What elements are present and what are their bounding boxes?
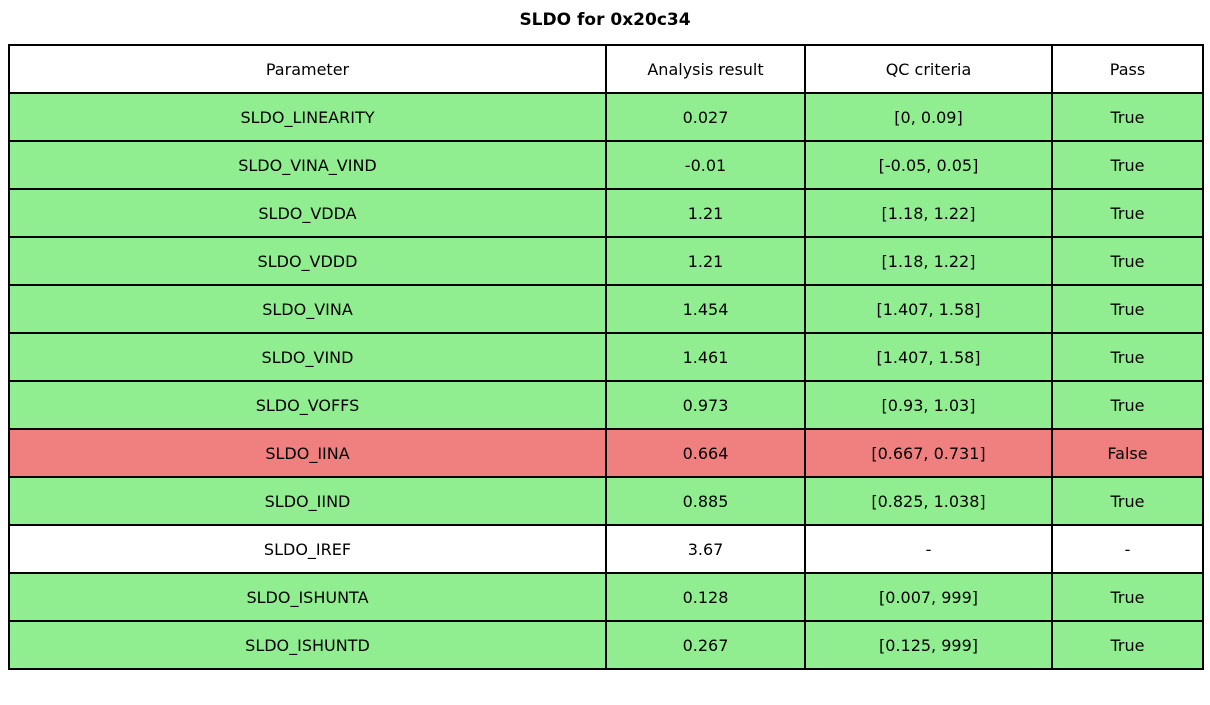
cell-pass: True <box>1051 92 1204 142</box>
cell-pass: True <box>1051 332 1204 382</box>
table-row: SLDO_ISHUNTD 0.267 [0.125, 999] True <box>8 620 1204 670</box>
table-row: SLDO_ISHUNTA 0.128 [0.007, 999] True <box>8 572 1204 622</box>
cell-result: 1.454 <box>605 284 806 334</box>
cell-result: 0.664 <box>605 428 806 478</box>
cell-criteria: [0.825, 1.038] <box>804 476 1053 526</box>
table-row: SLDO_VDDD 1.21 [1.18, 1.22] True <box>8 236 1204 286</box>
cell-result: 3.67 <box>605 524 806 574</box>
cell-criteria: [0, 0.09] <box>804 92 1053 142</box>
cell-pass: True <box>1051 188 1204 238</box>
table-row: SLDO_VDDA 1.21 [1.18, 1.22] True <box>8 188 1204 238</box>
cell-parameter: SLDO_IREF <box>8 524 607 574</box>
cell-criteria: [0.93, 1.03] <box>804 380 1053 430</box>
cell-criteria: [-0.05, 0.05] <box>804 140 1053 190</box>
column-header-pass: Pass <box>1051 44 1204 94</box>
column-header-analysis-result: Analysis result <box>605 44 806 94</box>
table-header-row: Parameter Analysis result QC criteria Pa… <box>8 44 1204 94</box>
cell-result: 1.21 <box>605 236 806 286</box>
cell-criteria: [1.18, 1.22] <box>804 188 1053 238</box>
cell-parameter: SLDO_VDDD <box>8 236 607 286</box>
cell-pass: True <box>1051 140 1204 190</box>
cell-parameter: SLDO_VIND <box>8 332 607 382</box>
cell-pass: False <box>1051 428 1204 478</box>
table-row: SLDO_IINA 0.664 [0.667, 0.731] False <box>8 428 1204 478</box>
cell-parameter: SLDO_ISHUNTA <box>8 572 607 622</box>
qc-results-table: Parameter Analysis result QC criteria Pa… <box>8 44 1204 670</box>
cell-criteria: - <box>804 524 1053 574</box>
table-row: SLDO_IIND 0.885 [0.825, 1.038] True <box>8 476 1204 526</box>
cell-pass: True <box>1051 620 1204 670</box>
cell-result: 0.128 <box>605 572 806 622</box>
cell-pass: True <box>1051 236 1204 286</box>
table-row: SLDO_VIND 1.461 [1.407, 1.58] True <box>8 332 1204 382</box>
cell-result: 0.267 <box>605 620 806 670</box>
cell-result: 0.027 <box>605 92 806 142</box>
column-header-parameter: Parameter <box>8 44 607 94</box>
cell-parameter: SLDO_VINA_VIND <box>8 140 607 190</box>
table-row: SLDO_VINA 1.454 [1.407, 1.58] True <box>8 284 1204 334</box>
cell-result: 1.21 <box>605 188 806 238</box>
cell-parameter: SLDO_ISHUNTD <box>8 620 607 670</box>
cell-parameter: SLDO_VDDA <box>8 188 607 238</box>
cell-criteria: [1.407, 1.58] <box>804 284 1053 334</box>
cell-result: -0.01 <box>605 140 806 190</box>
cell-criteria: [1.407, 1.58] <box>804 332 1053 382</box>
column-header-qc-criteria: QC criteria <box>804 44 1053 94</box>
cell-parameter: SLDO_VOFFS <box>8 380 607 430</box>
cell-parameter: SLDO_LINEARITY <box>8 92 607 142</box>
cell-pass: True <box>1051 284 1204 334</box>
table-row: SLDO_VINA_VIND -0.01 [-0.05, 0.05] True <box>8 140 1204 190</box>
cell-result: 0.885 <box>605 476 806 526</box>
table-row: SLDO_VOFFS 0.973 [0.93, 1.03] True <box>8 380 1204 430</box>
cell-criteria: [0.007, 999] <box>804 572 1053 622</box>
cell-pass: True <box>1051 572 1204 622</box>
cell-parameter: SLDO_IINA <box>8 428 607 478</box>
cell-parameter: SLDO_IIND <box>8 476 607 526</box>
cell-result: 1.461 <box>605 332 806 382</box>
cell-pass: True <box>1051 476 1204 526</box>
cell-parameter: SLDO_VINA <box>8 284 607 334</box>
cell-criteria: [0.125, 999] <box>804 620 1053 670</box>
cell-pass: - <box>1051 524 1204 574</box>
table-row: SLDO_IREF 3.67- - <box>8 524 1204 574</box>
table-row: SLDO_LINEARITY 0.027 [0, 0.09] True <box>8 92 1204 142</box>
cell-result: 0.973 <box>605 380 806 430</box>
page-title: SLDO for 0x20c34 <box>519 10 691 30</box>
cell-pass: True <box>1051 380 1204 430</box>
cell-criteria: [0.667, 0.731] <box>804 428 1053 478</box>
cell-criteria: [1.18, 1.22] <box>804 236 1053 286</box>
qc-table-body: SLDO_LINEARITY 0.027 [0, 0.09] True SLDO_VIN… <box>8 92 1204 670</box>
